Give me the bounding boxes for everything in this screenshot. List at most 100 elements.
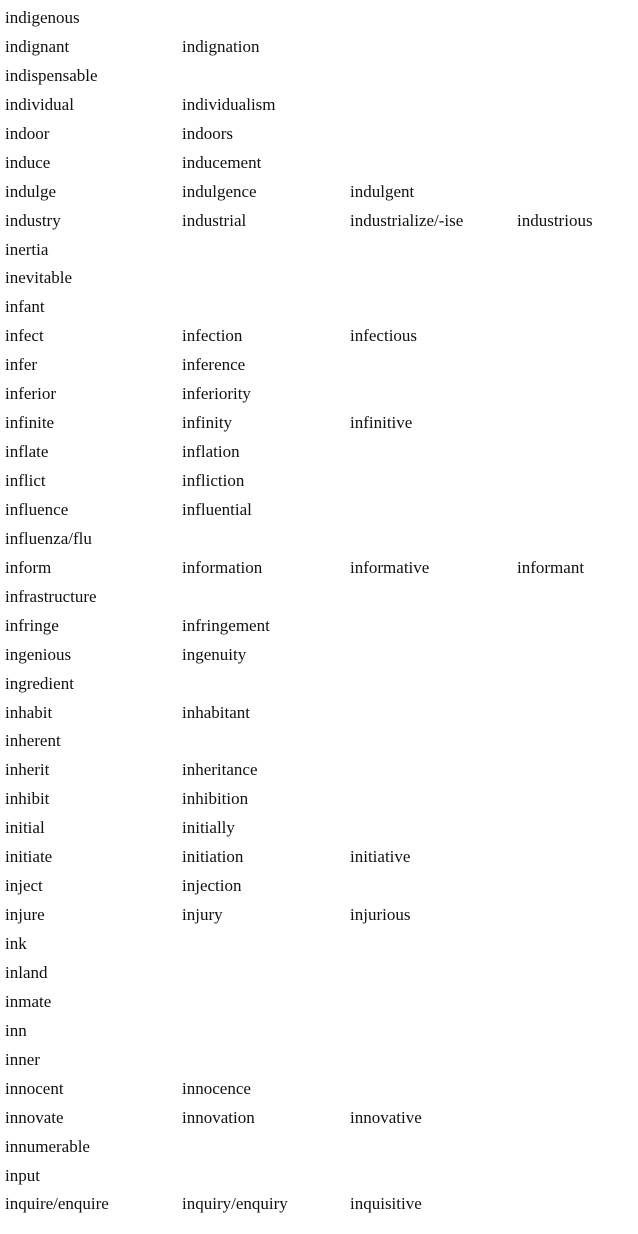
headword: innocent: [5, 1078, 64, 1098]
headword: inevitable: [5, 268, 73, 288]
derived-word: inhabitant: [182, 702, 250, 722]
headword: infant: [5, 297, 45, 317]
headword: inhabit: [5, 702, 53, 722]
derived-word: infliction: [182, 471, 245, 490]
headword: indulge: [5, 181, 56, 201]
headword: inform: [5, 557, 52, 577]
word-row: indignant indignation: [0, 33, 638, 62]
headword: infinite: [5, 413, 55, 433]
headword: inferior: [5, 384, 56, 404]
word-row: inner: [0, 1046, 638, 1075]
derived-word: innovation: [182, 1107, 255, 1127]
headword: infect: [5, 326, 44, 346]
word-row: inject injection: [0, 872, 638, 901]
derived-word: innovative: [350, 1107, 422, 1127]
headword: ingenious: [5, 644, 72, 664]
word-row: inquire/enquire inquiry/enquiry inquisitiv…: [0, 1190, 638, 1219]
derived-word: injection: [182, 876, 242, 896]
derived-word: initiation: [182, 847, 244, 867]
derived-word: inducement: [182, 152, 262, 172]
derived-word: inhibition: [182, 789, 249, 809]
headword: infrastructure: [5, 586, 97, 606]
word-row: individual individualism: [0, 91, 638, 120]
derived-word: industrial: [182, 210, 247, 230]
headword: inflict: [5, 471, 46, 490]
headword: inland: [5, 962, 48, 982]
word-row: initiate initiation initiative: [0, 843, 638, 872]
word-row: indispensable: [0, 62, 638, 91]
derived-word: inquiry/enquiry: [182, 1194, 288, 1214]
headword: ink: [5, 934, 27, 953]
word-row: inertia: [0, 236, 638, 265]
headword: inmate: [5, 991, 52, 1011]
word-row: infrastructure: [0, 583, 638, 612]
headword: induce: [5, 152, 51, 172]
derived-word: inheritance: [182, 760, 258, 780]
headword: indigenous: [5, 8, 80, 27]
headword: influence: [5, 499, 69, 519]
word-row: indoor indoors: [0, 120, 638, 149]
word-row: inn: [0, 1017, 638, 1046]
word-row: innumerable: [0, 1133, 638, 1162]
headword: inertia: [5, 239, 49, 259]
headword: inner: [5, 1049, 40, 1069]
derived-word: indulgence: [182, 181, 257, 201]
word-row: inhabit inhabitant: [0, 699, 638, 728]
headword: infringe: [5, 615, 59, 635]
word-row: inland: [0, 959, 638, 988]
word-row: inferior inferiority: [0, 380, 638, 409]
derived-word: inquisitive: [350, 1194, 422, 1214]
headword: individual: [5, 94, 74, 114]
word-row: input: [0, 1162, 638, 1191]
headword: indoor: [5, 123, 50, 143]
derived-word: individualism: [182, 94, 276, 114]
headword: inherent: [5, 731, 61, 751]
derived-word: information: [182, 557, 263, 577]
word-row: injure injury injurious: [0, 901, 638, 930]
word-row: initial initially: [0, 814, 638, 843]
word-row: inevitable: [0, 264, 638, 293]
word-row: inform information informative informant: [0, 554, 638, 583]
word-row: ingenious ingenuity: [0, 641, 638, 670]
headword: injure: [5, 905, 45, 925]
derived-word: infectious: [350, 326, 418, 346]
derived-word: infinitive: [350, 413, 413, 433]
derived-word: indoors: [182, 123, 233, 143]
word-row: infringe infringement: [0, 612, 638, 641]
word-row: infinite infinity infinitive: [0, 409, 638, 438]
word-row: infect infection infectious: [0, 322, 638, 351]
derived-word: initiative: [350, 847, 411, 867]
headword: input: [5, 1165, 40, 1185]
word-row: ingredient: [0, 670, 638, 699]
word-row: inherent: [0, 727, 638, 756]
word-list: indigenous indignant indignation indispen…: [0, 4, 638, 1219]
headword: initiate: [5, 847, 53, 867]
headword: inherit: [5, 760, 50, 780]
derived-word: influential: [182, 499, 252, 519]
headword: initial: [5, 818, 45, 838]
word-row: infer inference: [0, 351, 638, 380]
headword: inhibit: [5, 789, 50, 809]
derived-word: indignation: [182, 36, 260, 56]
headword: innovate: [5, 1107, 64, 1127]
derived-word: infection: [182, 326, 243, 346]
word-row: inherit inheritance: [0, 756, 638, 785]
headword: inflate: [5, 442, 49, 462]
word-row: inflate inflation: [0, 438, 638, 467]
derived-word: infringement: [182, 615, 270, 635]
derived-word: initially: [182, 818, 235, 838]
word-row: infant: [0, 293, 638, 322]
word-row: indulge indulgence indulgent: [0, 178, 638, 207]
derived-word: indulgent: [350, 181, 415, 201]
derived-word: ingenuity: [182, 644, 247, 664]
headword: inquire/enquire: [5, 1194, 109, 1214]
word-row: inflict infliction: [0, 467, 638, 496]
word-row: influenza/flu: [0, 525, 638, 554]
derived-word: industrious: [517, 210, 593, 230]
word-row: indigenous: [0, 4, 638, 33]
word-row: innocent innocence: [0, 1075, 638, 1104]
word-row: inhibit inhibition: [0, 785, 638, 814]
word-row: inmate: [0, 988, 638, 1017]
headword: inject: [5, 876, 43, 896]
word-row: innovate innovation innovative: [0, 1104, 638, 1133]
